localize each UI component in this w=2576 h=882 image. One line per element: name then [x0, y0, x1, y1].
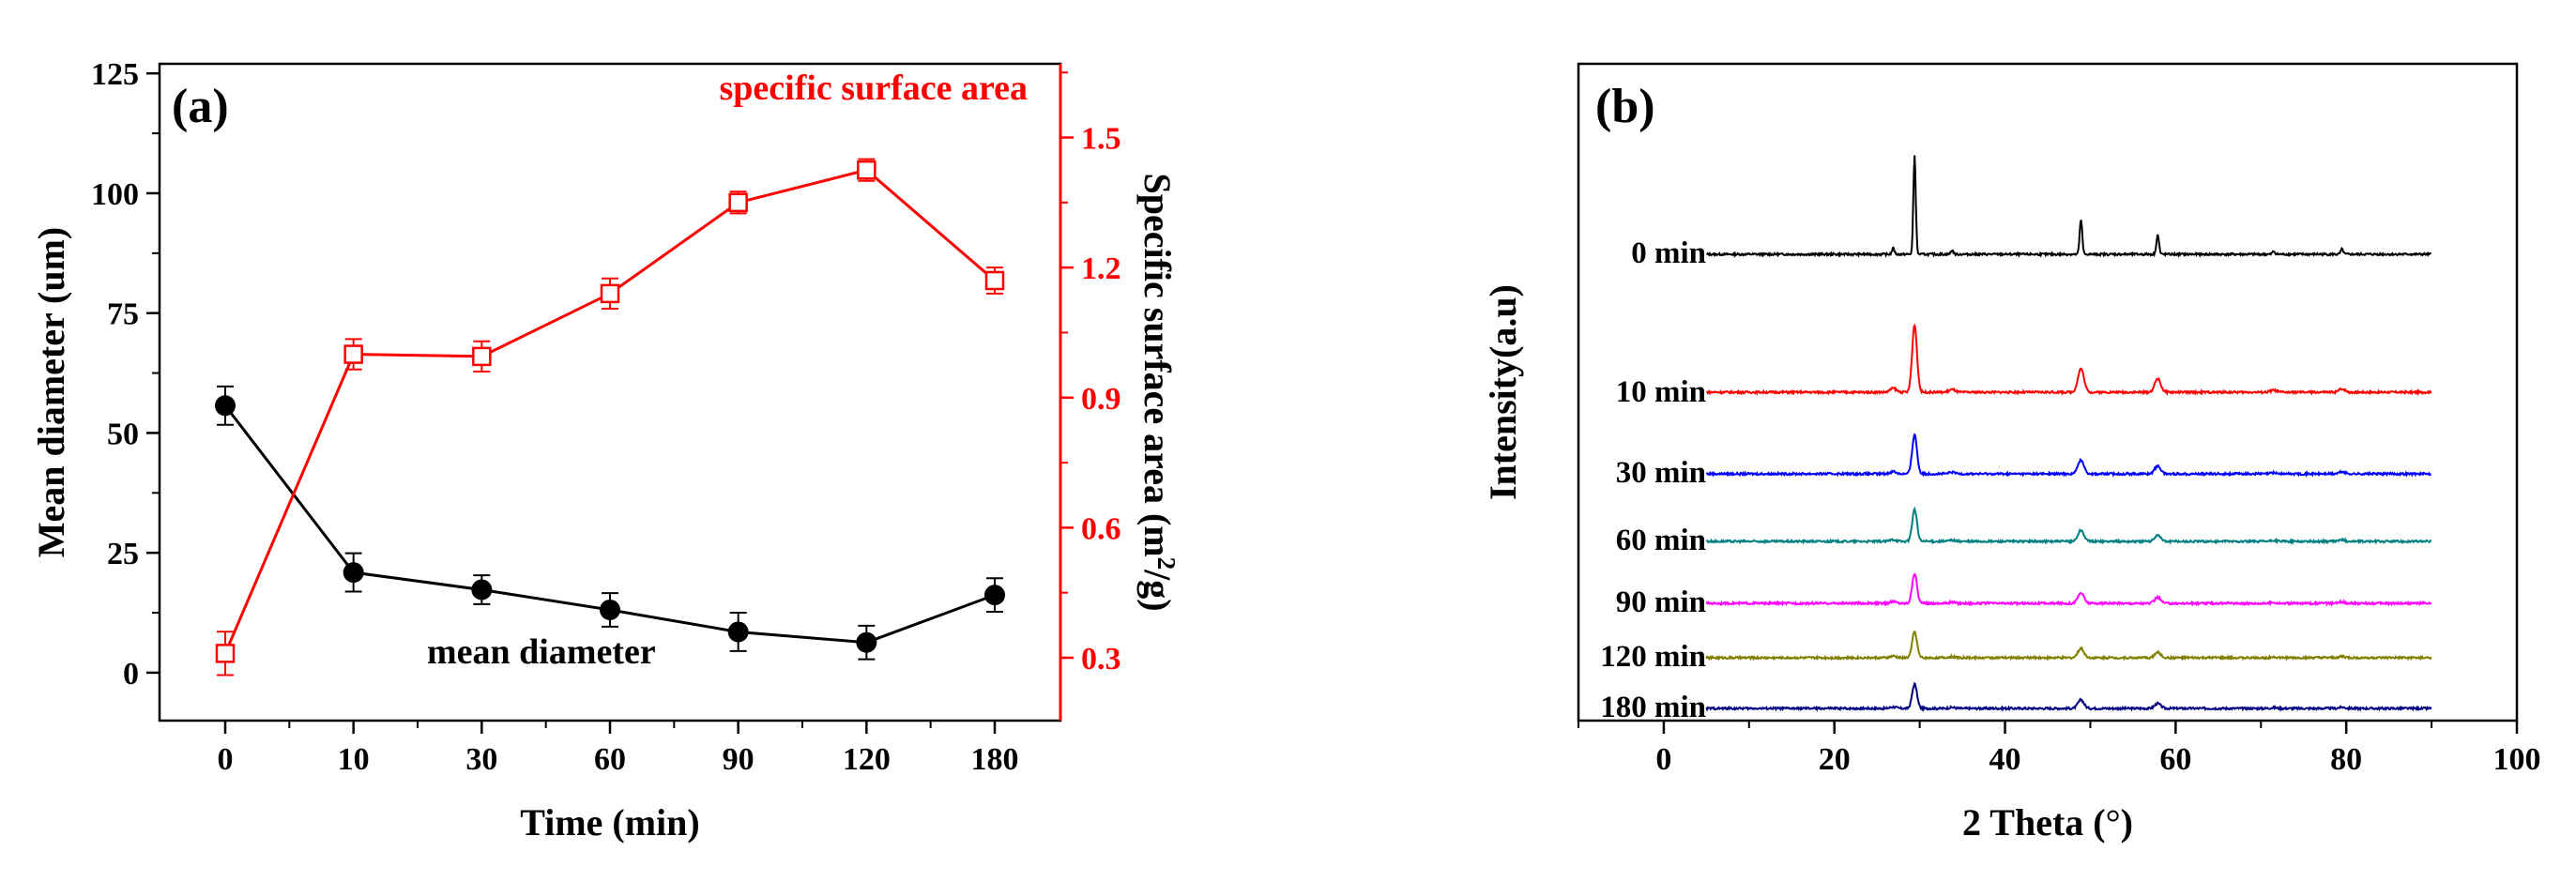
data-point-specific-surface-area: [343, 344, 363, 364]
right-axis-label-main: Specific surface area (m: [1136, 173, 1179, 556]
data-point-mean-diameter: [215, 395, 236, 417]
xrd-pattern-60-min: [1705, 506, 2432, 545]
x-tick-label: 10: [338, 742, 370, 777]
right-tick-label: 1.2: [1081, 251, 1121, 286]
data-point-specific-surface-area: [857, 160, 876, 180]
left-tick-label: 0: [123, 657, 139, 692]
series-labels-b: 0 min 10 min 30 min 60 min 90 min 120 min 180 …: [1600, 236, 1706, 724]
panel-b: 0 20 40 60 80 100 0 min 10 min 30 min 60 min 90 m…: [1482, 62, 2541, 844]
right-axis-label-end: /g): [1136, 569, 1179, 611]
x-axis-label-b-end: ): [2121, 801, 2133, 844]
right-axis-ticks: 0.3 0.6 0.9 1.2 1.5: [1060, 71, 1121, 677]
right-tick-label: 1.5: [1081, 122, 1121, 157]
left-tick-label: 75: [107, 297, 139, 332]
data-point-mean-diameter: [984, 585, 1005, 606]
data-point-mean-diameter: [471, 579, 493, 601]
panel-label-b: (b): [1595, 80, 1655, 133]
xrd-pattern-0-min: [1706, 155, 2431, 259]
series-line-specific-surface-area: [223, 168, 996, 654]
x-tick-label-b: 80: [2330, 742, 2362, 777]
left-axis-ticks: 0 25 50 75 100 125: [91, 57, 160, 692]
data-point-specific-surface-area: [984, 270, 1005, 291]
x-tick-label-b: 0: [1655, 742, 1671, 777]
right-tick-label: 0.3: [1081, 642, 1121, 677]
right-axis-label: Specific surface area (m2/g): [1136, 173, 1181, 611]
series-label-b: 10 min: [1616, 375, 1706, 409]
left-tick-label: 125: [91, 57, 139, 92]
panel-a: 0 25 50 75 100 125 0.3 0.6 0.9 1.2 1.5 0 10 30 60 90 1…: [30, 57, 1181, 844]
left-tick-label: 100: [91, 177, 139, 212]
data-point-mean-diameter: [600, 599, 620, 620]
xrd-pattern-30-min: [1705, 433, 2431, 478]
x-axis-label-b: 2 Theta (°): [1962, 801, 2133, 844]
x-axis-label-b-main: 2 Theta (: [1962, 801, 2106, 844]
xrd-pattern-10-min: [1706, 323, 2432, 397]
x-axis-ticks-b: 0 20 40 60 80 100: [1578, 721, 2541, 777]
xrd-pattern-180-min: [1705, 681, 2432, 712]
x-tick-label: 180: [971, 742, 1019, 777]
x-tick-label: 0: [218, 742, 234, 777]
x-tick-label-b: 60: [2159, 742, 2191, 777]
left-axis-label: Mean diameter (um): [30, 227, 72, 558]
series-label-b: 30 min: [1616, 456, 1706, 490]
x-axis-label-a: Time (min): [520, 801, 699, 844]
series-label-b: 120 min: [1600, 640, 1706, 674]
data-point-specific-surface-area: [600, 283, 620, 304]
panel-label-a: (a): [172, 80, 229, 133]
x-tick-label-b: 40: [1989, 742, 2021, 777]
data-point-mean-diameter: [856, 631, 877, 653]
left-tick-label: 50: [107, 417, 139, 451]
left-tick-label: 25: [107, 537, 139, 571]
series-group-a: [215, 158, 1005, 677]
x-tick-label: 120: [843, 742, 891, 777]
data-point-specific-surface-area: [472, 346, 492, 367]
series-group-b: [1705, 155, 2432, 712]
right-tick-label: 0.9: [1081, 382, 1121, 417]
series-label-b: 0 min: [1631, 236, 1706, 270]
y-axis-label-b: Intensity(a.u): [1482, 284, 1524, 500]
x-axis-label-b-unit: °: [2106, 801, 2121, 844]
series-label-b: 60 min: [1616, 524, 1706, 557]
data-point-mean-diameter: [343, 562, 364, 584]
x-tick-label: 90: [723, 742, 755, 777]
data-point-mean-diameter: [727, 621, 749, 643]
plot-frame-b: [1577, 62, 2519, 722]
x-tick-label: 60: [594, 742, 626, 777]
x-axis-ticks: 0 10 30 60 90 120 180: [218, 721, 1019, 777]
x-tick-label-b: 100: [2493, 742, 2541, 777]
xrd-pattern-120-min: [1705, 630, 2432, 662]
series-label-b: 180 min: [1600, 691, 1706, 724]
right-tick-label: 0.6: [1081, 511, 1121, 546]
legend-mean-diameter: mean diameter: [427, 632, 656, 672]
right-axis-label-sup: 2: [1152, 557, 1181, 570]
data-point-specific-surface-area: [728, 192, 748, 213]
series-label-b: 90 min: [1616, 585, 1706, 619]
legend-specific-surface-area: specific surface area: [719, 68, 1028, 108]
x-tick-label: 30: [465, 742, 497, 777]
data-point-specific-surface-area: [215, 644, 236, 663]
xrd-pattern-90-min: [1705, 572, 2432, 608]
x-tick-label-b: 20: [1819, 742, 1851, 777]
